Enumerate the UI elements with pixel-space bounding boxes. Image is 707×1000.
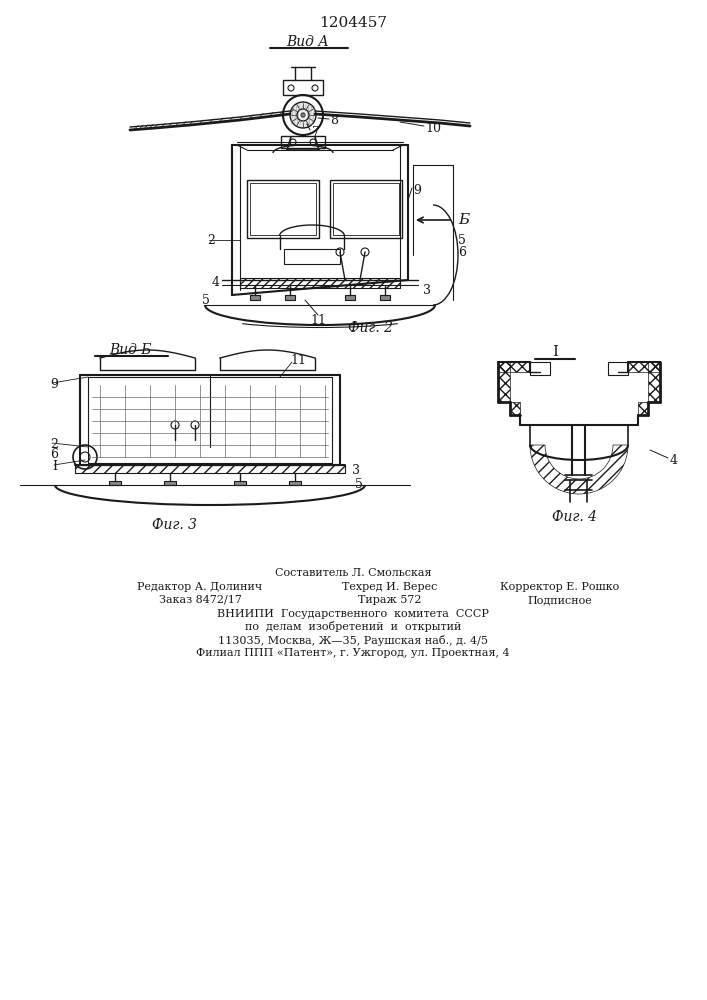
Bar xyxy=(281,136,325,148)
Bar xyxy=(510,402,520,415)
Text: I: I xyxy=(552,345,558,359)
Bar xyxy=(250,295,260,300)
Text: I: I xyxy=(52,460,57,474)
Bar xyxy=(164,481,176,485)
Text: Б: Б xyxy=(458,213,469,227)
Text: Фиг. 2: Фиг. 2 xyxy=(348,321,392,335)
Text: Филиал ППП «Патент», г. Ужгород, ул. Проектная, 4: Филиал ППП «Патент», г. Ужгород, ул. Про… xyxy=(196,648,510,658)
Text: 9: 9 xyxy=(413,184,421,196)
Circle shape xyxy=(283,95,323,135)
Bar xyxy=(608,362,628,375)
Bar xyxy=(498,362,530,372)
Text: 6: 6 xyxy=(50,448,58,462)
Text: ВНИИПИ  Государственного  комитета  СССР: ВНИИПИ Государственного комитета СССР xyxy=(217,609,489,619)
Text: Вид А: Вид А xyxy=(286,35,329,49)
Bar xyxy=(498,362,510,402)
Text: 9: 9 xyxy=(50,378,58,391)
Bar xyxy=(240,278,400,288)
Text: Фиг. 3: Фиг. 3 xyxy=(153,518,197,532)
Text: Корректор Е. Рошко: Корректор Е. Рошко xyxy=(501,582,619,592)
Text: по  делам  изобретений  и  открытий: по делам изобретений и открытий xyxy=(245,621,461,633)
Text: Подписное: Подписное xyxy=(527,595,592,605)
Text: 2: 2 xyxy=(207,233,215,246)
Bar xyxy=(234,481,246,485)
Bar xyxy=(75,465,345,473)
Text: Составитель Л. Смольская: Составитель Л. Смольская xyxy=(275,568,431,578)
Bar xyxy=(380,295,390,300)
Text: 11: 11 xyxy=(310,314,326,326)
Text: Заказ 8472/17: Заказ 8472/17 xyxy=(158,595,241,605)
Text: Техред И. Верес: Техред И. Верес xyxy=(342,582,438,592)
Text: 11: 11 xyxy=(290,354,306,366)
Circle shape xyxy=(297,109,309,121)
Text: 6: 6 xyxy=(458,245,466,258)
Text: 5: 5 xyxy=(458,233,466,246)
Circle shape xyxy=(290,102,316,128)
Text: Редактор А. Долинич: Редактор А. Долинич xyxy=(137,582,262,592)
Bar xyxy=(247,180,319,238)
Text: 2: 2 xyxy=(50,438,58,452)
Text: 7: 7 xyxy=(312,125,320,138)
Text: Тираж 572: Тираж 572 xyxy=(358,595,422,605)
Bar xyxy=(648,362,660,402)
Text: 113035, Москва, Ж—35, Раушская наб., д. 4/5: 113035, Москва, Ж—35, Раушская наб., д. … xyxy=(218,635,488,646)
Text: 4: 4 xyxy=(670,454,678,466)
Circle shape xyxy=(301,113,305,117)
Circle shape xyxy=(73,445,97,469)
Text: 5: 5 xyxy=(202,294,210,306)
Text: 4: 4 xyxy=(212,276,220,290)
Bar xyxy=(289,481,301,485)
Bar xyxy=(345,295,355,300)
Text: 3: 3 xyxy=(352,464,360,477)
Text: Фиг. 4: Фиг. 4 xyxy=(552,510,597,524)
Bar xyxy=(250,183,316,235)
Text: 3: 3 xyxy=(423,284,431,296)
Text: 10: 10 xyxy=(425,121,441,134)
Bar xyxy=(330,180,402,238)
Bar xyxy=(628,362,660,372)
Bar xyxy=(638,402,648,415)
Bar xyxy=(75,465,345,473)
Bar xyxy=(283,80,323,95)
Bar xyxy=(333,183,399,235)
Text: 5: 5 xyxy=(355,479,363,491)
Bar xyxy=(240,278,400,288)
Bar xyxy=(285,295,295,300)
Bar xyxy=(284,249,340,264)
Text: 1204457: 1204457 xyxy=(319,16,387,30)
Bar xyxy=(109,481,121,485)
Text: 8: 8 xyxy=(330,113,338,126)
Text: Вид Б: Вид Б xyxy=(109,343,151,357)
Bar xyxy=(530,362,550,375)
